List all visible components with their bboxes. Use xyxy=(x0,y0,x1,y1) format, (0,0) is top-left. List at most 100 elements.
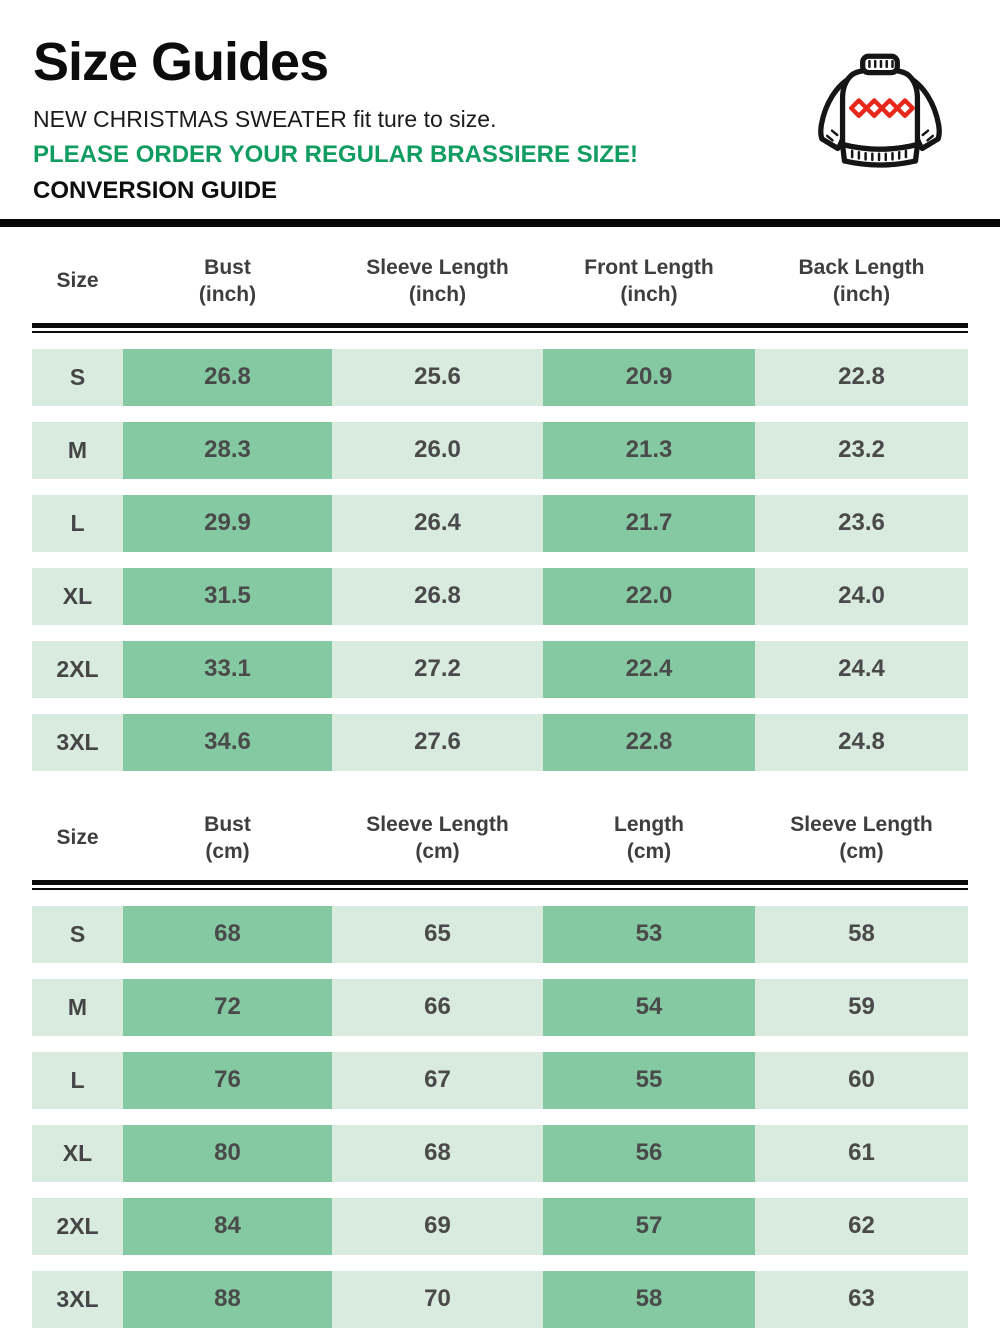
measurement-cell: 29.9 xyxy=(123,494,332,552)
measurement-cell: 58 xyxy=(755,905,968,963)
measurement-cell: 22.0 xyxy=(543,567,755,625)
table-row-cm-m: M 72 66 54 59 xyxy=(32,978,968,1036)
measurement-cell: 21.3 xyxy=(543,421,755,479)
column-unit: (cm) xyxy=(839,839,884,863)
header-rule-gap xyxy=(32,327,968,331)
measurement-cell: 27.2 xyxy=(332,640,543,698)
table-row-inch-xl: XL 31.5 26.8 22.0 24.0 xyxy=(32,567,968,625)
size-label-cell: 3XL xyxy=(32,1270,123,1328)
header-rule-thick-line xyxy=(32,879,968,885)
measurement-cell: 26.0 xyxy=(332,421,543,479)
measurement-cell: 24.0 xyxy=(755,567,968,625)
header-rule-thick-line xyxy=(32,322,968,328)
measurement-cell: 20.9 xyxy=(543,348,755,406)
column-header-cm-4: Sleeve Length (cm) xyxy=(755,811,968,865)
measurement-cell: 60 xyxy=(755,1051,968,1109)
size-label-cell: XL xyxy=(32,1124,123,1182)
column-header-cm-0: Size xyxy=(32,811,123,865)
size-label-cell: 2XL xyxy=(32,640,123,698)
measurement-cell: 23.2 xyxy=(755,421,968,479)
measurement-cell: 58 xyxy=(543,1270,755,1328)
column-header-cm-1: Bust (cm) xyxy=(123,811,332,865)
measurement-cell: 22.4 xyxy=(543,640,755,698)
column-label: Front Length xyxy=(584,255,714,279)
table-row-inch-2xl: 2XL 33.1 27.2 22.4 24.4 xyxy=(32,640,968,698)
size-label-cell: 3XL xyxy=(32,713,123,771)
measurement-cell: 53 xyxy=(543,905,755,963)
measurement-cell: 25.6 xyxy=(332,348,543,406)
measurement-cell: 80 xyxy=(123,1124,332,1182)
table-row-cm-3xl: 3XL 88 70 58 63 xyxy=(32,1270,968,1328)
measurement-cell: 84 xyxy=(123,1197,332,1255)
order-notice: PLEASE ORDER YOUR REGULAR BRASSIERE SIZE… xyxy=(33,140,638,168)
size-label-cell: S xyxy=(32,348,123,406)
column-header-inch-1: Bust (inch) xyxy=(123,254,332,308)
column-label: Sleeve Length xyxy=(366,812,509,836)
measurement-cell: 56 xyxy=(543,1124,755,1182)
size-label-cell: 2XL xyxy=(32,1197,123,1255)
measurement-cell: 55 xyxy=(543,1051,755,1109)
header-rule xyxy=(32,879,968,890)
header-rule-thin-line xyxy=(32,330,968,333)
measurement-cell: 26.4 xyxy=(332,494,543,552)
measurement-cell: 59 xyxy=(755,978,968,1036)
table-row-inch-m: M 28.3 26.0 21.3 23.2 xyxy=(32,421,968,479)
column-header-cm-3: Length (cm) xyxy=(543,811,755,865)
size-table-cm: Size Bust (cm) Sleeve Length (cm) Length (cm) S… xyxy=(32,771,968,1328)
column-label: Sleeve Length xyxy=(790,812,933,836)
measurement-cell: 63 xyxy=(755,1270,968,1328)
measurement-cell: 27.6 xyxy=(332,713,543,771)
header-rule-thin-line xyxy=(32,887,968,890)
column-header-inch-2: Sleeve Length (inch) xyxy=(332,254,543,308)
column-unit: (cm) xyxy=(415,839,460,863)
column-header-inch-4: Back Length (inch) xyxy=(755,254,968,308)
measurement-cell: 68 xyxy=(123,905,332,963)
measurement-cell: 61 xyxy=(755,1124,968,1182)
table-row-cm-l: L 76 67 55 60 xyxy=(32,1051,968,1109)
header-section: Size Guides NEW CHRISTMAS SWEATER fit tu… xyxy=(0,0,1000,205)
measurement-cell: 66 xyxy=(332,978,543,1036)
size-label-cell: XL xyxy=(32,567,123,625)
table-row-cm-xl: XL 80 68 56 61 xyxy=(32,1124,968,1182)
column-label: Length xyxy=(614,812,684,836)
size-label-cell: L xyxy=(32,494,123,552)
measurement-cell: 76 xyxy=(123,1051,332,1109)
table-header-row-inch: Size Bust (inch) Sleeve Length (inch) Front L… xyxy=(32,227,968,323)
column-label: Bust xyxy=(204,812,251,836)
size-label-cell: M xyxy=(32,978,123,1036)
table-row-cm-2xl: 2XL 84 69 57 62 xyxy=(32,1197,968,1255)
measurement-cell: 22.8 xyxy=(543,713,755,771)
size-label-cell: M xyxy=(32,421,123,479)
measurement-cell: 69 xyxy=(332,1197,543,1255)
page-title: Size Guides xyxy=(33,32,329,92)
measurement-cell: 23.6 xyxy=(755,494,968,552)
measurement-cell: 28.3 xyxy=(123,421,332,479)
column-unit: (cm) xyxy=(626,839,672,863)
column-header-inch-3: Front Length (inch) xyxy=(543,254,755,308)
header-rule xyxy=(32,322,968,333)
column-header-cm-2: Sleeve Length (cm) xyxy=(332,811,543,865)
measurement-cell: 67 xyxy=(332,1051,543,1109)
measurement-cell: 24.4 xyxy=(755,640,968,698)
measurement-cell: 26.8 xyxy=(332,567,543,625)
christmas-sweater-icon xyxy=(808,52,952,170)
measurement-cell: 68 xyxy=(332,1124,543,1182)
measurement-cell: 26.8 xyxy=(123,348,332,406)
section-divider xyxy=(0,218,1000,227)
column-unit: (inch) xyxy=(832,282,891,306)
measurement-cell: 24.8 xyxy=(755,713,968,771)
column-label: Size xyxy=(56,826,99,850)
fit-note: NEW CHRISTMAS SWEATER fit ture to size. xyxy=(33,106,497,133)
table-row-inch-3xl: 3XL 34.6 27.6 22.8 24.8 xyxy=(32,713,968,771)
measurement-cell: 65 xyxy=(332,905,543,963)
measurement-cell: 62 xyxy=(755,1197,968,1255)
column-unit: (inch) xyxy=(408,282,467,306)
column-header-inch-0: Size xyxy=(32,254,123,308)
measurement-cell: 34.6 xyxy=(123,713,332,771)
table-row-inch-s: S 26.8 25.6 20.9 22.8 xyxy=(32,348,968,406)
column-label: Size xyxy=(56,269,99,293)
table-row-cm-s: S 68 65 53 58 xyxy=(32,905,968,963)
column-label: Bust xyxy=(204,255,251,279)
column-label: Sleeve Length xyxy=(366,255,509,279)
measurement-cell: 22.8 xyxy=(755,348,968,406)
